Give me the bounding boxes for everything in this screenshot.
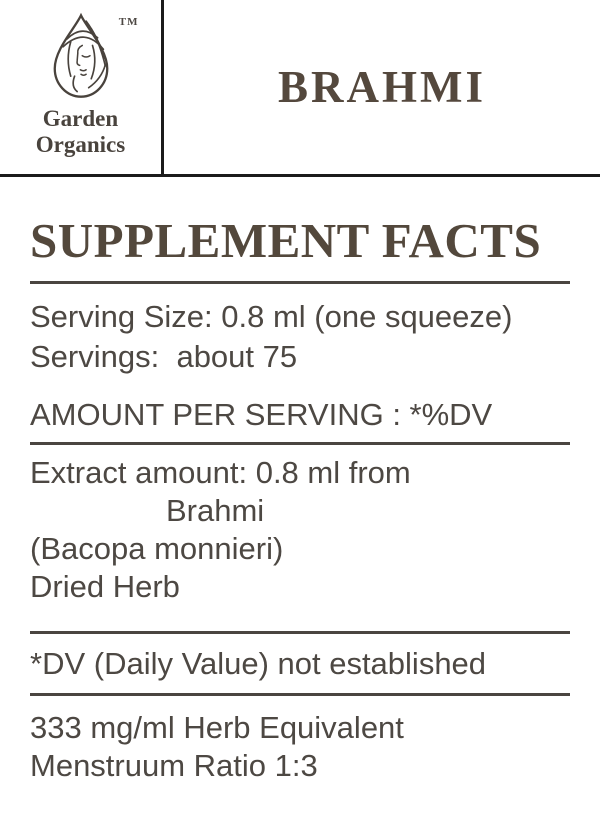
servings-count-line: Servings: about 75 [30,339,298,375]
dv-note-line: *DV (Daily Value) not established [30,646,487,682]
menstruum-ratio-line: Menstruum Ratio 1:3 [30,748,318,784]
trademark-symbol: TM [118,16,139,28]
serving-size-line: Serving Size: 0.8 ml (one squeeze) [30,299,513,335]
extract-herb-name: Brahmi [166,493,265,529]
supplement-facts-panel: SUPPLEMENT FACTS Serving Size: 0.8 ml (o… [0,213,600,785]
amount-per-serving-line: AMOUNT PER SERVING : *%DV [30,397,493,433]
brand-logo: TM [49,12,138,102]
extract-herb-form: Dried Herb [30,569,180,605]
woman-face-waterdrop-icon [53,12,108,98]
divider [30,693,570,697]
extract-block: Extract amount: 0.8 ml from Brahmi (Baco… [30,454,570,606]
serving-block: Serving Size: 0.8 ml (one squeeze) Servi… [30,297,570,377]
brand-name: Garden Organics [36,106,125,158]
herb-equivalent-line: 333 mg/ml Herb Equivalent [30,710,404,746]
brand-name-line2: Organics [35,131,126,157]
label-header: TM Garden Organics BRAHMI [0,0,600,177]
equivalent-block: 333 mg/ml Herb Equivalent Menstruum Rati… [30,709,570,785]
extract-botanical-name: (Bacopa monnieri) [30,531,284,567]
divider [30,631,570,635]
product-title: BRAHMI [278,62,486,112]
facts-title: SUPPLEMENT FACTS [30,213,542,268]
divider [30,281,570,285]
brand-name-line1: Garden [42,106,119,131]
product-title-cell: BRAHMI [164,0,600,174]
divider [30,442,570,446]
brand-logo-block: TM Garden Organics [0,0,164,174]
extract-amount-line: Extract amount: 0.8 ml from [30,455,411,491]
